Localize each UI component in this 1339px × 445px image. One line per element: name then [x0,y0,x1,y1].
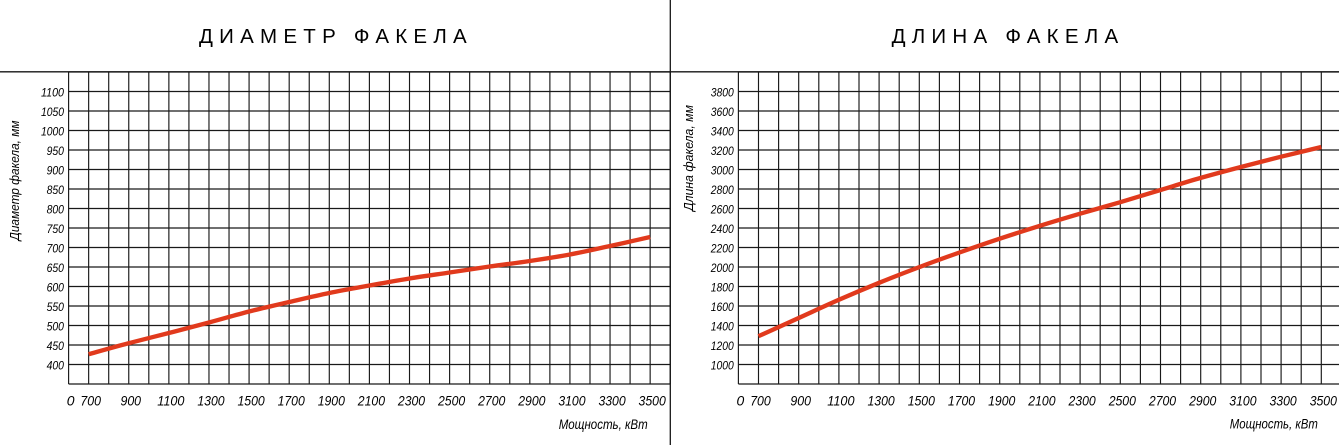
svg-text:700: 700 [80,393,101,409]
svg-text:500: 500 [47,320,64,334]
svg-text:2500: 2500 [437,393,465,409]
svg-text:1600: 1600 [711,300,734,314]
svg-text:0: 0 [737,393,745,409]
svg-text:450: 450 [47,339,64,353]
svg-text:Длина факела, мм: Длина факела, мм [682,105,696,213]
svg-text:3200: 3200 [711,144,734,158]
svg-text:3300: 3300 [1270,393,1297,409]
svg-text:1300: 1300 [197,393,224,409]
svg-text:1100: 1100 [827,393,854,409]
svg-text:2400: 2400 [710,222,734,236]
svg-text:3000: 3000 [711,164,734,178]
svg-text:3100: 3100 [1229,393,1256,409]
svg-text:1050: 1050 [41,105,64,119]
svg-text:3500: 3500 [1310,393,1337,409]
svg-text:750: 750 [47,222,64,236]
svg-text:800: 800 [47,203,64,217]
svg-text:Мощность, кВт: Мощность, кВт [559,416,648,432]
svg-text:3600: 3600 [711,105,734,119]
svg-text:1900: 1900 [988,393,1015,409]
svg-text:700: 700 [750,393,771,409]
svg-text:1200: 1200 [711,339,734,353]
svg-text:2700: 2700 [477,393,505,409]
svg-text:ДЛИНА ФАКЕЛА: ДЛИНА ФАКЕЛА [892,25,1125,48]
svg-text:400: 400 [47,359,64,373]
svg-text:900: 900 [120,393,141,409]
svg-text:2700: 2700 [1148,393,1176,409]
svg-text:1000: 1000 [711,359,734,373]
svg-text:700: 700 [47,242,64,256]
svg-text:3100: 3100 [558,393,585,409]
svg-text:2100: 2100 [357,393,385,409]
svg-text:ДИАМЕТР ФАКЕЛА: ДИАМЕТР ФАКЕЛА [199,25,473,48]
svg-text:1800: 1800 [711,281,734,295]
svg-text:1700: 1700 [278,393,305,409]
svg-text:2300: 2300 [1068,393,1096,409]
svg-text:2500: 2500 [1108,393,1136,409]
svg-text:2600: 2600 [710,203,734,217]
svg-text:3400: 3400 [711,125,734,139]
svg-text:650: 650 [47,261,64,275]
svg-text:3300: 3300 [598,393,625,409]
svg-text:Мощность, кВт: Мощность, кВт [1230,416,1318,432]
svg-text:1400: 1400 [711,320,734,334]
svg-text:3800: 3800 [711,86,734,100]
svg-text:2300: 2300 [397,393,425,409]
svg-text:2100: 2100 [1027,393,1055,409]
svg-text:1000: 1000 [41,125,64,139]
svg-text:1900: 1900 [318,393,345,409]
svg-text:900: 900 [790,393,811,409]
svg-text:850: 850 [47,183,64,197]
svg-text:2900: 2900 [517,393,545,409]
svg-text:2900: 2900 [1188,393,1216,409]
svg-text:1700: 1700 [948,393,975,409]
svg-text:1100: 1100 [41,86,64,100]
svg-text:2200: 2200 [710,242,734,256]
svg-text:550: 550 [47,300,64,314]
svg-text:1500: 1500 [908,393,935,409]
svg-text:2000: 2000 [710,261,734,275]
svg-text:2800: 2800 [710,183,734,197]
svg-text:0: 0 [67,393,75,409]
svg-text:1100: 1100 [157,393,184,409]
svg-text:Диаметр факела, мм: Диаметр факела, мм [8,120,22,242]
svg-text:900: 900 [47,164,64,178]
svg-text:3500: 3500 [639,393,666,409]
svg-text:1300: 1300 [868,393,895,409]
svg-text:1500: 1500 [237,393,264,409]
svg-text:950: 950 [47,144,64,158]
svg-text:600: 600 [47,281,64,295]
